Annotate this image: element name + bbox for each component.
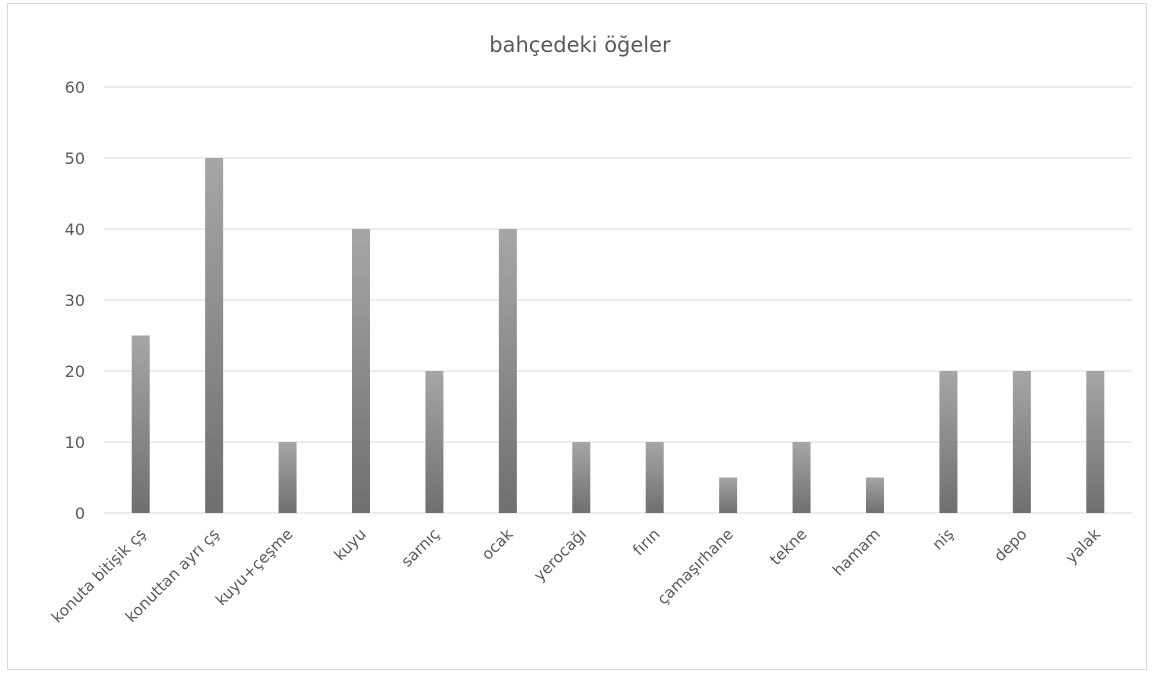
chart-title: bahçedeki öğeler	[489, 33, 671, 57]
bar	[131, 335, 150, 513]
bar	[1012, 371, 1031, 513]
x-category-label: yalak	[1062, 525, 1104, 567]
x-category-label: kuyu+çeşme	[212, 525, 296, 609]
y-tick-label: 20	[65, 362, 85, 381]
x-category-label: ocak	[478, 525, 517, 564]
bar	[498, 229, 517, 513]
y-tick-label: 10	[65, 433, 85, 452]
bar	[205, 158, 224, 513]
x-category-label: niş	[929, 525, 957, 553]
bar	[792, 442, 811, 513]
x-category-label: tekne	[767, 525, 811, 569]
x-category-label: fırın	[629, 525, 663, 559]
x-category-label: kuyu	[331, 525, 370, 564]
bar	[278, 442, 297, 513]
x-category-label: çamaşırhane	[654, 525, 737, 608]
y-tick-label: 40	[65, 220, 85, 239]
bars	[131, 158, 1105, 513]
bar	[572, 442, 591, 513]
bar	[939, 371, 958, 513]
y-tick-label: 50	[65, 149, 85, 168]
x-category-label: sarnıç	[398, 525, 443, 570]
bar	[1086, 371, 1105, 513]
bar	[645, 442, 664, 513]
y-axis-ticks: 0 10 20 30 40 50 60	[65, 78, 85, 523]
bar	[866, 477, 884, 513]
y-tick-label: 30	[65, 291, 85, 310]
bar	[425, 371, 444, 513]
chart-frame	[7, 3, 1147, 670]
x-category-label: hamam	[829, 525, 883, 579]
gridlines	[104, 86, 1132, 514]
y-tick-label: 60	[65, 78, 85, 97]
y-tick-label: 0	[75, 504, 85, 523]
bar	[719, 477, 738, 513]
bar	[352, 229, 370, 513]
x-category-label: depo	[991, 525, 1031, 565]
x-category-label: yerocağı	[530, 525, 590, 585]
